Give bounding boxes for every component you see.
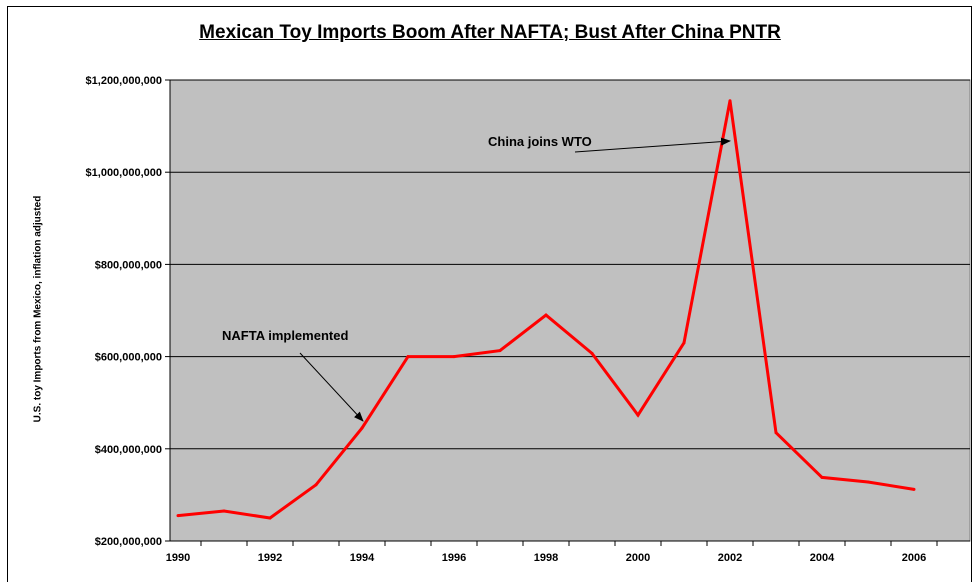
data-point — [912, 487, 916, 491]
y-tick-label: $200,000,000 — [95, 536, 162, 548]
annotation-china-wto: China joins WTO — [488, 134, 592, 149]
data-point — [360, 426, 364, 430]
x-tick-label: 2002 — [718, 552, 742, 564]
x-tick-label: 1992 — [258, 552, 282, 564]
data-point — [682, 341, 686, 345]
data-point — [820, 475, 824, 479]
x-tick-label: 2004 — [810, 552, 835, 564]
data-point — [866, 480, 870, 484]
data-point — [406, 355, 410, 359]
x-tick-label: 1990 — [166, 552, 190, 564]
data-point — [222, 509, 226, 513]
data-point — [774, 431, 778, 435]
annotation-arrow-nafta — [299, 352, 364, 422]
data-point — [268, 516, 272, 520]
data-point — [176, 514, 180, 518]
data-point — [590, 351, 594, 355]
y-tick-label: $600,000,000 — [95, 352, 162, 364]
annotation-nafta: NAFTA implemented — [222, 328, 348, 343]
x-tick-label: 1994 — [350, 552, 375, 564]
data-point — [636, 413, 640, 417]
y-tick-label: $1,200,000,000 — [86, 75, 162, 87]
y-tick-label: $800,000,000 — [95, 259, 162, 271]
x-tick-label: 1996 — [442, 552, 466, 564]
data-point — [728, 99, 732, 103]
annotation-arrow-china-wto — [574, 137, 731, 153]
data-point — [452, 355, 456, 359]
data-point — [544, 313, 548, 317]
x-tick-label: 2006 — [902, 552, 926, 564]
chart-title: Mexican Toy Imports Boom After NAFTA; Bu… — [199, 22, 781, 43]
data-point — [498, 349, 502, 353]
data-point — [314, 483, 318, 487]
y-tick-label: $1,000,000,000 — [86, 167, 162, 179]
plot-area — [169, 79, 971, 542]
x-tick-label: 2000 — [626, 552, 650, 564]
x-tick-label: 1998 — [534, 552, 558, 564]
y-tick-label: $400,000,000 — [95, 444, 162, 456]
